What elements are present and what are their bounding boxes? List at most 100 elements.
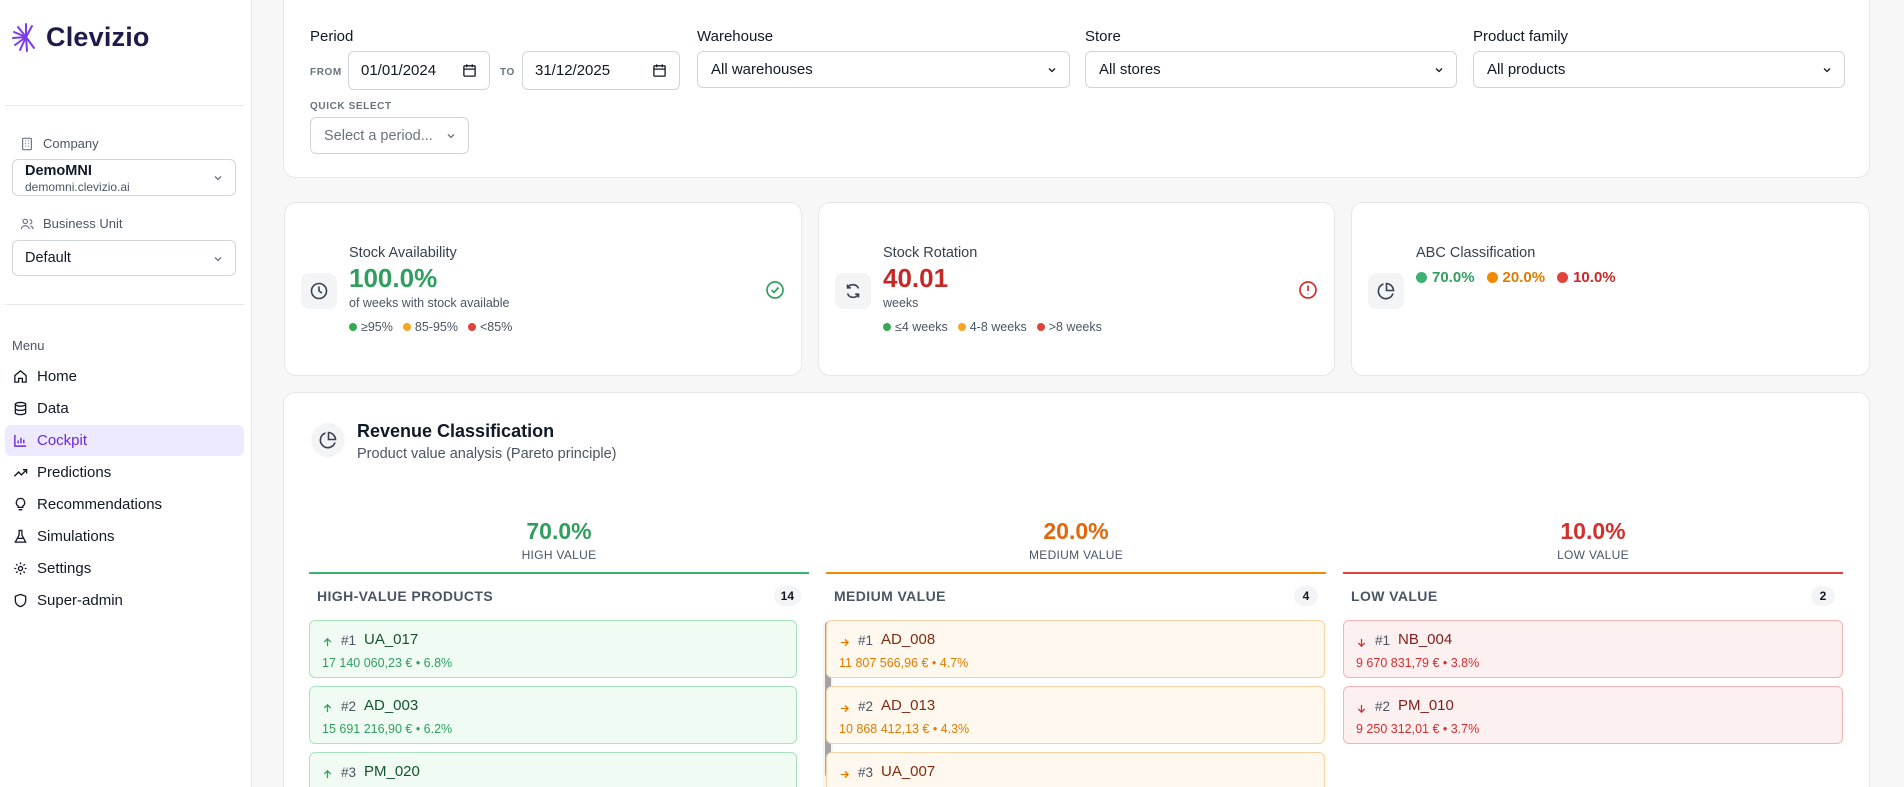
- kpi-legend: ≥95% 85-95% <85%: [349, 320, 512, 334]
- kpi-icon-box: [1368, 273, 1404, 309]
- product-item[interactable]: #1 AD_008 11 807 566,96 € • 4.7%: [826, 620, 1325, 678]
- arrow-up-icon: [323, 703, 332, 713]
- arrow-down-icon: [1357, 704, 1366, 714]
- calendar-icon[interactable]: [652, 63, 667, 78]
- stock-rotation-card: Stock Rotation 40.01 weeks ≤4 weeks 4-8 …: [818, 202, 1335, 376]
- chevron-down-icon: [214, 176, 222, 181]
- product-item[interactable]: #3 UA_007: [826, 752, 1325, 787]
- kpi-subtitle: weeks: [883, 296, 919, 310]
- quick-select-dropdown[interactable]: Select a period...: [310, 117, 469, 154]
- date-to-input[interactable]: 31/12/2025: [522, 51, 680, 90]
- column-divider: [826, 572, 1326, 574]
- building-icon: [22, 137, 32, 150]
- column-divider: [1343, 572, 1843, 574]
- column-percentage: 10.0%: [1560, 518, 1626, 544]
- rev-icon-box: [311, 423, 345, 457]
- date-from-input[interactable]: 01/01/2024: [348, 51, 490, 90]
- warehouse-select[interactable]: All warehouses: [697, 51, 1070, 88]
- product-item[interactable]: #2 PM_010 9 250 312,01 € • 3.7%: [1343, 686, 1843, 744]
- quick-select-label: QUICK SELECT: [310, 101, 392, 112]
- product-item[interactable]: #2 AD_013 10 868 412,13 € • 4.3%: [826, 686, 1325, 744]
- column-heading: HIGH-VALUE PRODUCTS: [317, 588, 494, 604]
- item-value: 17 140 060,23 € • 6.8%: [322, 656, 453, 670]
- store-label: Store: [1085, 28, 1121, 45]
- abc-values: 70.0% 20.0% 10.0%: [1416, 269, 1616, 286]
- sidebar-item-data[interactable]: Data: [5, 393, 244, 424]
- pie-chart-icon: [1377, 282, 1395, 300]
- kpi-title: ABC Classification: [1416, 245, 1536, 261]
- column-label: HIGH VALUE: [521, 548, 597, 562]
- abc-value-c: 10.0%: [1557, 269, 1616, 286]
- warehouse-label: Warehouse: [697, 28, 774, 45]
- kpi-legend: ≤4 weeks 4-8 weeks >8 weeks: [883, 320, 1102, 334]
- column-heading: LOW VALUE: [1351, 588, 1438, 604]
- product-item[interactable]: #2 AD_003 15 691 216,90 € • 6.2%: [309, 686, 797, 744]
- item-code: PM_010: [1398, 697, 1454, 714]
- flask-icon: [14, 529, 27, 543]
- trending-up-icon: [13, 468, 28, 477]
- arrow-right-icon: [840, 704, 850, 713]
- kpi-icon-box: [301, 273, 337, 309]
- database-icon: [14, 401, 27, 416]
- store-select[interactable]: All stores: [1085, 51, 1457, 88]
- brand-name: Clevizio: [46, 21, 150, 52]
- users-icon: [20, 218, 34, 229]
- stock-availability-card: Stock Availability 100.0% of weeks with …: [284, 202, 802, 376]
- lightbulb-icon: [15, 497, 26, 511]
- section-title: Revenue Classification: [357, 421, 555, 441]
- alert-circle-icon: [1299, 281, 1317, 299]
- product-item[interactable]: #1 UA_017 17 140 060,23 € • 6.8%: [309, 620, 797, 678]
- sidebar-item-recommendations[interactable]: Recommendations: [5, 489, 244, 520]
- chevron-down-icon: [214, 257, 222, 262]
- clock-icon: [310, 282, 328, 300]
- section-subtitle: Product value analysis (Pareto principle…: [357, 446, 617, 462]
- legend-item: 4-8 weeks: [957, 320, 1027, 334]
- company-name: DemoMNI: [25, 163, 92, 179]
- abc-classification-card: ABC Classification 70.0% 20.0% 10.0%: [1351, 202, 1870, 376]
- legend-item: >8 weeks: [1036, 320, 1102, 334]
- bar-chart-icon: [14, 434, 27, 447]
- item-code: PM_020: [364, 763, 420, 780]
- sidebar-item-simulations[interactable]: Simulations: [5, 521, 244, 552]
- revenue-classification-panel: Revenue Classification Product value ana…: [283, 392, 1870, 787]
- chevron-down-icon: [1048, 68, 1056, 73]
- sidebar-item-settings[interactable]: Settings: [5, 553, 244, 584]
- business-unit-select[interactable]: Default: [12, 240, 236, 276]
- chevron-down-icon: [447, 134, 455, 139]
- sidebar-item-predictions[interactable]: Predictions: [5, 457, 244, 488]
- kpi-icon-box: [835, 273, 871, 309]
- item-value: 15 691 216,90 € • 6.2%: [322, 722, 453, 736]
- business-unit-label: Business Unit: [20, 216, 122, 231]
- count-badge: 14: [773, 586, 801, 606]
- item-rank: #1: [1375, 633, 1391, 648]
- kpi-title: Stock Rotation: [883, 245, 978, 261]
- brand-logo[interactable]: Clevizio: [12, 20, 150, 54]
- abc-value-a: 70.0%: [1416, 269, 1475, 286]
- sidebar-item-home[interactable]: Home: [5, 361, 244, 392]
- product-family-label: Product family: [1473, 28, 1569, 45]
- product-item[interactable]: #3 PM_020: [309, 752, 797, 787]
- column-divider: [309, 572, 809, 574]
- product-item[interactable]: #1 NB_004 9 670 831,79 € • 3.8%: [1343, 620, 1843, 678]
- item-value: 9 670 831,79 € • 3.8%: [1356, 656, 1480, 670]
- company-select[interactable]: DemoMNI demomni.clevizio.ai: [12, 159, 236, 196]
- company-domain: demomni.clevizio.ai: [25, 180, 130, 194]
- sidebar-item-cockpit[interactable]: Cockpit: [5, 425, 244, 456]
- calendar-icon[interactable]: [462, 63, 477, 78]
- refresh-icon: [846, 283, 860, 299]
- column-label: MEDIUM VALUE: [1028, 548, 1124, 562]
- legend-item: 85-95%: [402, 320, 458, 334]
- arrow-up-icon: [323, 637, 332, 647]
- menu-title: Menu: [12, 338, 45, 353]
- item-code: NB_004: [1398, 631, 1453, 648]
- pie-chart-icon: [319, 431, 337, 449]
- filters-panel: Period FROM 01/01/2024 TO 31/12/2025 QUI…: [283, 0, 1870, 178]
- item-value: 11 807 566,96 € • 4.7%: [839, 656, 969, 670]
- product-family-select[interactable]: All products: [1473, 51, 1845, 88]
- from-label: FROM: [310, 67, 342, 78]
- column-heading: MEDIUM VALUE: [834, 588, 946, 604]
- business-unit-value: Default: [25, 250, 71, 266]
- company-label: Company: [20, 136, 99, 151]
- abc-value-b: 20.0%: [1486, 269, 1545, 286]
- sidebar-item-super-admin[interactable]: Super-admin: [5, 585, 244, 616]
